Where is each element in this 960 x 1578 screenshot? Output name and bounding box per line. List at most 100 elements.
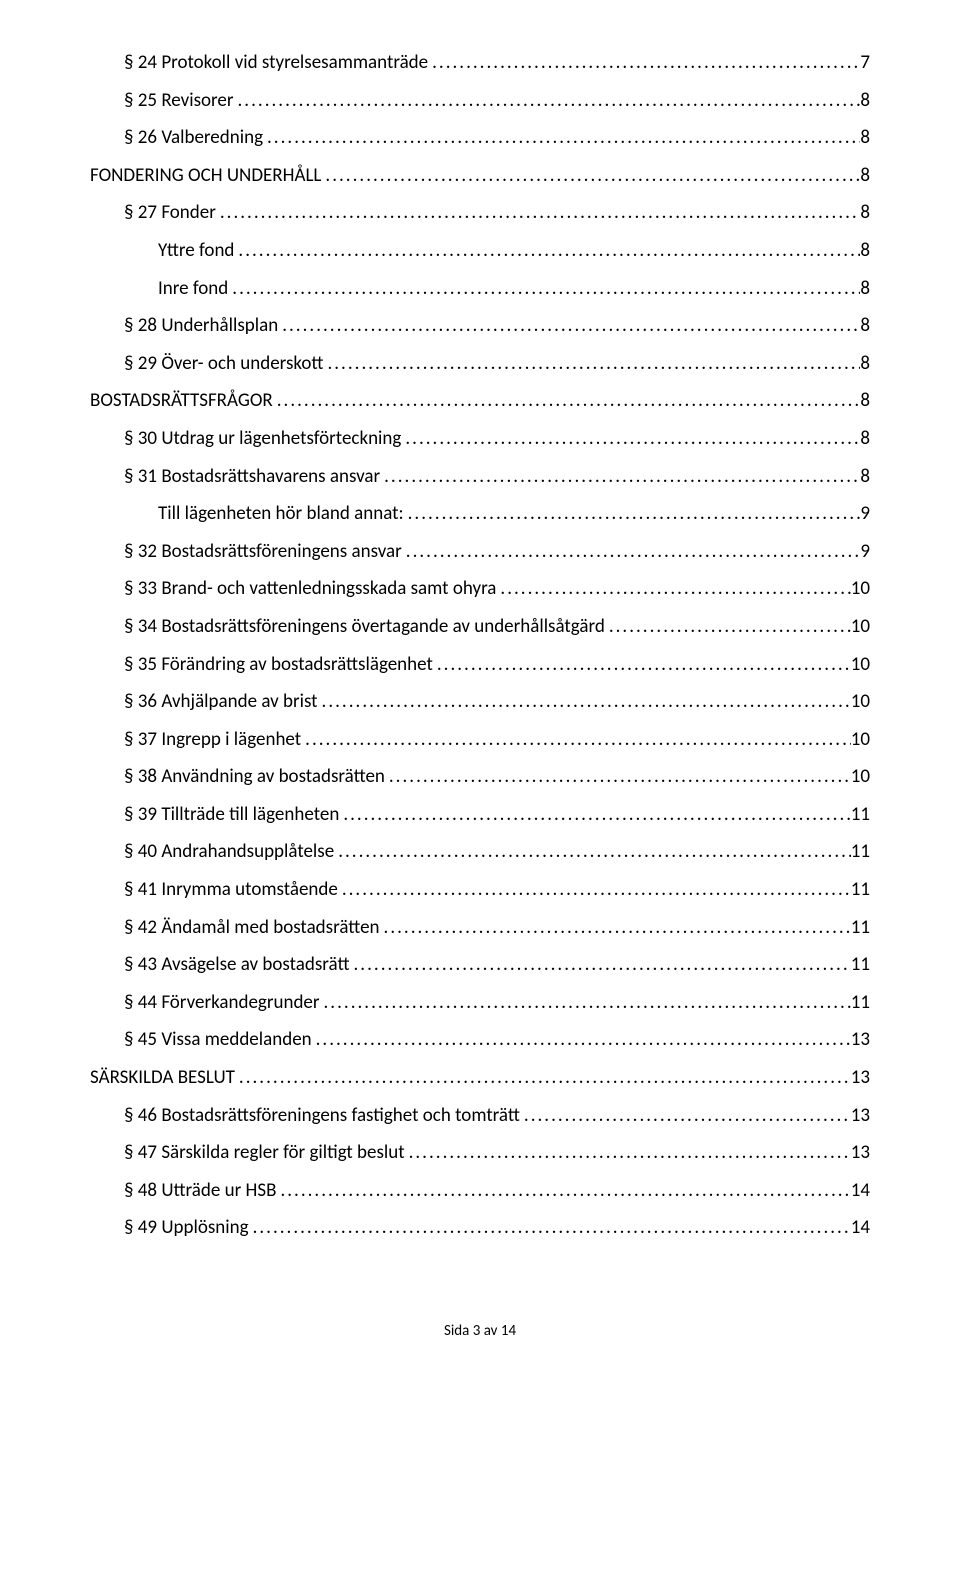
toc-entry-page: 8 [860, 426, 870, 453]
page-footer: Sida 3 av 14 [90, 1322, 870, 1340]
toc-entry: § 48 Utträde ur HSB 14 [90, 1178, 870, 1205]
toc-entry: § 28 Underhållsplan 8 [90, 313, 870, 340]
toc-entry-page: 11 [851, 952, 870, 979]
toc-entry: § 37 Ingrepp i lägenhet 10 [90, 727, 870, 754]
toc-leader-dots [401, 426, 860, 453]
toc-entry-label: § 27 Fonder [124, 200, 216, 227]
toc-entry: Till lägenheten hör bland annat: 9 [90, 501, 870, 528]
toc-entry-label: § 32 Bostadsrättsföreningens ansvar [124, 539, 402, 566]
toc-entry-page: 10 [851, 764, 870, 791]
toc-leader-dots [350, 952, 851, 979]
toc-leader-dots [278, 313, 860, 340]
toc-entry: § 33 Brand- och vattenledningsskada samt… [90, 576, 870, 603]
toc-entry-page: 13 [851, 1140, 870, 1167]
toc-entry-page: 10 [851, 689, 870, 716]
toc-entry-label: § 26 Valberedning [124, 125, 263, 152]
toc-entry: Yttre fond 8 [90, 238, 870, 265]
toc-entry-label: § 42 Ändamål med bostadsrätten [124, 915, 380, 942]
toc-leader-dots [234, 88, 861, 115]
toc-entry-label: § 43 Avsägelse av bostadsrätt [124, 952, 350, 979]
toc-entry-label: § 46 Bostadsrättsföreningens fastighet o… [124, 1103, 520, 1130]
toc-leader-dots [321, 163, 860, 190]
toc-leader-dots [334, 839, 851, 866]
toc-entry: § 36 Avhjälpande av brist 10 [90, 689, 870, 716]
toc-entry: § 35 Förändring av bostadsrättslägenhet … [90, 652, 870, 679]
toc-entry-page: 8 [860, 388, 870, 415]
toc-entry-page: 14 [851, 1178, 870, 1205]
toc-leader-dots [323, 351, 860, 378]
toc-entry-label: § 45 Vissa meddelanden [124, 1027, 312, 1054]
toc-entry-page: 7 [860, 50, 870, 77]
toc-entry-label: SÄRSKILDA BESLUT [90, 1065, 235, 1092]
toc-entry: SÄRSKILDA BESLUT 13 [90, 1065, 870, 1092]
toc-entry-page: 8 [860, 88, 870, 115]
toc-entry-page: 10 [851, 614, 870, 641]
toc-entry-page: 10 [851, 576, 870, 603]
toc-entry-page: 10 [851, 652, 870, 679]
toc-leader-dots [405, 1140, 851, 1167]
toc-entry-label: § 47 Särskilda regler för giltigt beslut [124, 1140, 405, 1167]
toc-entry: § 29 Över- och underskott 8 [90, 351, 870, 378]
toc-leader-dots [496, 576, 850, 603]
toc-leader-dots [318, 689, 851, 716]
toc-entry: § 34 Bostadsrättsföreningens övertagande… [90, 614, 870, 641]
toc-entry: § 49 Upplösning 14 [90, 1215, 870, 1242]
toc-entry: § 43 Avsägelse av bostadsrätt 11 [90, 952, 870, 979]
toc-leader-dots [380, 464, 860, 491]
toc-entry-page: 11 [851, 990, 870, 1017]
toc-entry: § 44 Förverkandegrunder 11 [90, 990, 870, 1017]
toc-entry-label: Till lägenheten hör bland annat: [158, 501, 404, 528]
toc-leader-dots [520, 1103, 851, 1130]
toc-entry-page: 11 [851, 915, 870, 942]
toc-entry-page: 14 [851, 1215, 870, 1242]
toc-entry-page: 11 [851, 877, 870, 904]
toc-entry-label: § 34 Bostadsrättsföreningens övertagande… [124, 614, 605, 641]
toc-entry: § 27 Fonder 8 [90, 200, 870, 227]
toc-entry-page: 8 [860, 238, 870, 265]
toc-entry-page: 8 [860, 351, 870, 378]
toc-entry: § 45 Vissa meddelanden 13 [90, 1027, 870, 1054]
toc-leader-dots [228, 276, 860, 303]
toc-leader-dots [301, 727, 851, 754]
toc-entry: BOSTADSRÄTTSFRÅGOR 8 [90, 388, 870, 415]
toc-leader-dots [249, 1215, 851, 1242]
toc-entry-label: Inre fond [158, 276, 228, 303]
toc-leader-dots [404, 501, 861, 528]
toc-leader-dots [276, 1178, 850, 1205]
toc-entry-page: 13 [851, 1103, 870, 1130]
toc-entry-label: § 44 Förverkandegrunder [124, 990, 320, 1017]
toc-entry-label: BOSTADSRÄTTSFRÅGOR [90, 388, 273, 415]
toc-leader-dots [216, 200, 861, 227]
toc-entry-page: 9 [860, 539, 870, 566]
toc-entry: § 40 Andrahandsupplåtelse 11 [90, 839, 870, 866]
toc-entry: § 26 Valberedning 8 [90, 125, 870, 152]
toc-entry-page: 10 [851, 727, 870, 754]
toc-entry-label: § 40 Andrahandsupplåtelse [124, 839, 334, 866]
toc-entry: § 39 Tillträde till lägenheten 11 [90, 802, 870, 829]
toc-entry-page: 11 [851, 839, 870, 866]
toc-leader-dots [263, 125, 860, 152]
toc-entry: § 46 Bostadsrättsföreningens fastighet o… [90, 1103, 870, 1130]
toc-entry-label: § 33 Brand- och vattenledningsskada samt… [124, 576, 496, 603]
toc-entry-label: § 30 Utdrag ur lägenhetsförteckning [124, 426, 401, 453]
toc-entry-page: 8 [860, 464, 870, 491]
toc-leader-dots [428, 50, 860, 77]
toc-entry: § 38 Användning av bostadsrätten 10 [90, 764, 870, 791]
toc-entry-page: 8 [860, 125, 870, 152]
toc-entry-label: § 25 Revisorer [124, 88, 234, 115]
toc-entry-label: § 39 Tillträde till lägenheten [124, 802, 339, 829]
toc-entry-label: § 28 Underhållsplan [124, 313, 278, 340]
toc-entry: § 24 Protokoll vid styrelsesammanträde 7 [90, 50, 870, 77]
toc-entry-label: § 36 Avhjälpande av brist [124, 689, 318, 716]
toc-entry: FONDERING OCH UNDERHÅLL 8 [90, 163, 870, 190]
toc-leader-dots [605, 614, 851, 641]
toc-entry-label: § 49 Upplösning [124, 1215, 249, 1242]
toc-leader-dots [385, 764, 851, 791]
toc-entry-page: 13 [851, 1065, 870, 1092]
toc-entry-page: 8 [860, 313, 870, 340]
toc-entry-page: 13 [851, 1027, 870, 1054]
toc-entry-page: 8 [860, 276, 870, 303]
toc-leader-dots [273, 388, 861, 415]
toc-entry-label: Yttre fond [158, 238, 234, 265]
toc-entry-label: § 41 Inrymma utomstående [124, 877, 338, 904]
